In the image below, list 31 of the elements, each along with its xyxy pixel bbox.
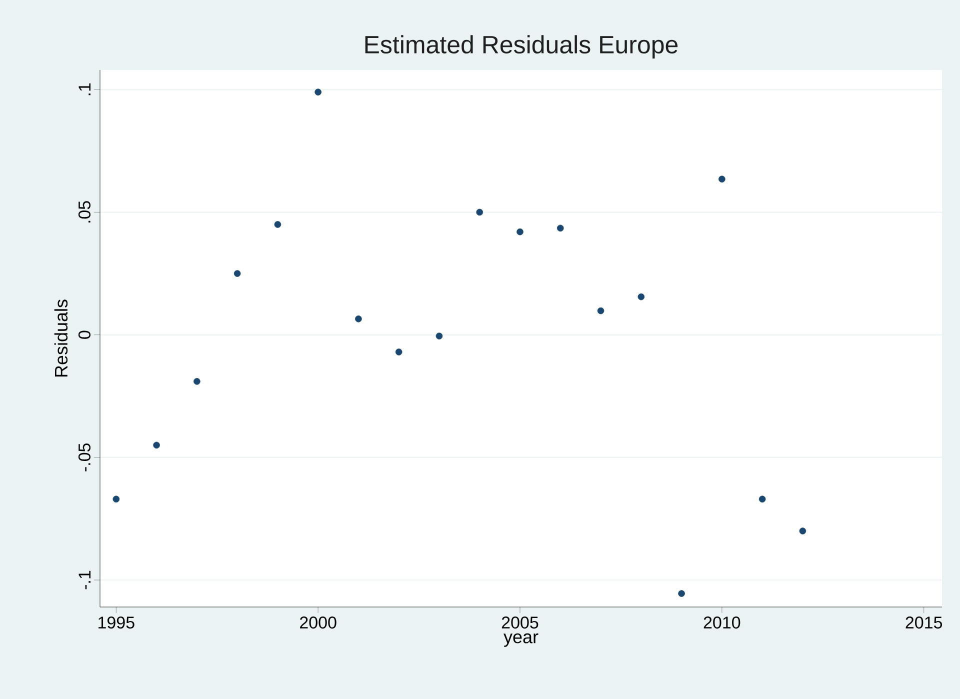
point (274, 221, 282, 228)
chart-title: Estimated Residuals Europe (365, 35, 678, 58)
point (516, 228, 524, 236)
point (194, 378, 200, 385)
x-tick-label: 2015 (906, 616, 942, 629)
point (436, 332, 443, 340)
point (678, 590, 685, 597)
y-tick-label: -.1 (78, 570, 90, 590)
point (314, 88, 322, 96)
y-tick-label: 0 (78, 330, 90, 339)
x-tick-label: 2010 (704, 616, 740, 629)
point (799, 528, 806, 534)
point (758, 496, 766, 503)
point (234, 270, 241, 277)
point (355, 315, 362, 322)
x-tick-label: 2005 (502, 616, 538, 629)
point (112, 496, 120, 503)
point (153, 442, 160, 449)
point (597, 307, 604, 314)
point (395, 348, 402, 356)
point (718, 176, 726, 183)
y-tick-label: .05 (78, 201, 90, 222)
y-tick-label: .1 (78, 83, 90, 96)
point (556, 224, 564, 232)
x-tick-label: 1995 (98, 616, 134, 629)
x-tick-label: 2000 (300, 616, 336, 629)
x-axis-title: year (504, 633, 538, 647)
point (638, 293, 645, 300)
y-axis-title: Residuals (54, 300, 68, 377)
y-tick-label: -.05 (78, 443, 90, 472)
point (476, 208, 484, 216)
